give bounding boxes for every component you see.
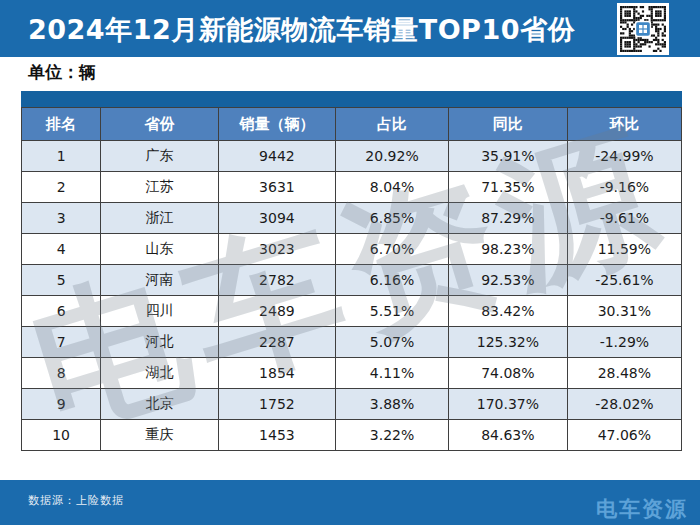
table-row: 1广东944220.92%35.91%-24.99% bbox=[22, 141, 682, 172]
cell-mom: -24.99% bbox=[567, 141, 681, 172]
table-row: 10重庆14533.22%84.63%47.06% bbox=[22, 420, 682, 451]
cell-rank: 8 bbox=[22, 358, 101, 389]
table-row: 5河南27826.16%92.53%-25.61% bbox=[22, 265, 682, 296]
brand-logo: 电车资源 bbox=[596, 495, 688, 523]
cell-yoy: 35.91% bbox=[448, 141, 567, 172]
cell-yoy: 83.42% bbox=[448, 296, 567, 327]
cell-sales: 2489 bbox=[218, 296, 335, 327]
table-row: 6四川24895.51%83.42%30.31% bbox=[22, 296, 682, 327]
cell-share: 3.88% bbox=[336, 389, 449, 420]
cell-share: 20.92% bbox=[336, 141, 449, 172]
cell-sales: 1854 bbox=[218, 358, 335, 389]
title-bar: 2024年12月新能源物流车销量TOP10省份 bbox=[0, 0, 700, 57]
cell-province: 河北 bbox=[101, 327, 218, 358]
cell-mom: 11.59% bbox=[567, 234, 681, 265]
cell-sales: 1752 bbox=[218, 389, 335, 420]
table-row: 2江苏36318.04%71.35%-9.16% bbox=[22, 172, 682, 203]
cell-rank: 5 bbox=[22, 265, 101, 296]
cell-mom: -9.61% bbox=[567, 203, 681, 234]
cell-rank: 10 bbox=[22, 420, 101, 451]
cell-province: 重庆 bbox=[101, 420, 218, 451]
cell-province: 四川 bbox=[101, 296, 218, 327]
page-title: 2024年12月新能源物流车销量TOP10省份 bbox=[28, 0, 575, 57]
data-source-label: 数据源：上险数据 bbox=[28, 493, 124, 508]
table-row: 4山东30236.70%98.23%11.59% bbox=[22, 234, 682, 265]
cell-mom: 28.48% bbox=[567, 358, 681, 389]
cell-yoy: 98.23% bbox=[448, 234, 567, 265]
cell-yoy: 74.08% bbox=[448, 358, 567, 389]
cell-province: 山东 bbox=[101, 234, 218, 265]
cell-sales: 1453 bbox=[218, 420, 335, 451]
cell-share: 6.70% bbox=[336, 234, 449, 265]
cell-share: 6.16% bbox=[336, 265, 449, 296]
cell-mom: -25.61% bbox=[567, 265, 681, 296]
cell-province: 广东 bbox=[101, 141, 218, 172]
table-top-strip bbox=[21, 91, 682, 107]
cell-province: 河南 bbox=[101, 265, 218, 296]
cell-rank: 4 bbox=[22, 234, 101, 265]
cell-yoy: 125.32% bbox=[448, 327, 567, 358]
cell-rank: 1 bbox=[22, 141, 101, 172]
cell-yoy: 71.35% bbox=[448, 172, 567, 203]
cell-mom: -28.02% bbox=[567, 389, 681, 420]
cell-sales: 3094 bbox=[218, 203, 335, 234]
table-row: 8湖北18544.11%74.08%28.48% bbox=[22, 358, 682, 389]
cell-share: 4.11% bbox=[336, 358, 449, 389]
sales-ranking-table: 排名 省份 销量（辆） 占比 同比 环比 1广东944220.92%35.91%… bbox=[21, 107, 682, 451]
cell-yoy: 87.29% bbox=[448, 203, 567, 234]
cell-sales: 3023 bbox=[218, 234, 335, 265]
cell-sales: 2287 bbox=[218, 327, 335, 358]
table-row: 7河北22875.07%125.32%-1.29% bbox=[22, 327, 682, 358]
cell-rank: 2 bbox=[22, 172, 101, 203]
table-row: 3浙江30946.85%87.29%-9.61% bbox=[22, 203, 682, 234]
unit-label: 单位：辆 bbox=[28, 61, 96, 84]
cell-sales: 9442 bbox=[218, 141, 335, 172]
col-header-mom: 环比 bbox=[567, 108, 681, 141]
cell-yoy: 84.63% bbox=[448, 420, 567, 451]
col-header-sales: 销量（辆） bbox=[218, 108, 335, 141]
col-header-share: 占比 bbox=[336, 108, 449, 141]
cell-mom: -1.29% bbox=[567, 327, 681, 358]
cell-share: 5.51% bbox=[336, 296, 449, 327]
table-row: 9北京17523.88%170.37%-28.02% bbox=[22, 389, 682, 420]
cell-sales: 3631 bbox=[218, 172, 335, 203]
cell-province: 湖北 bbox=[101, 358, 218, 389]
cell-yoy: 170.37% bbox=[448, 389, 567, 420]
cell-mom: -9.16% bbox=[567, 172, 681, 203]
cell-share: 3.22% bbox=[336, 420, 449, 451]
cell-mom: 30.31% bbox=[567, 296, 681, 327]
sales-table: 排名 省份 销量（辆） 占比 同比 环比 1广东944220.92%35.91%… bbox=[21, 91, 682, 451]
footer-bar: 数据源：上险数据 电车资源 bbox=[0, 480, 700, 525]
cell-share: 5.07% bbox=[336, 327, 449, 358]
cell-rank: 6 bbox=[22, 296, 101, 327]
cell-mom: 47.06% bbox=[567, 420, 681, 451]
cell-province: 江苏 bbox=[101, 172, 218, 203]
cell-yoy: 92.53% bbox=[448, 265, 567, 296]
cell-province: 北京 bbox=[101, 389, 218, 420]
qr-code-icon bbox=[617, 3, 669, 55]
cell-province: 浙江 bbox=[101, 203, 218, 234]
table-header-row: 排名 省份 销量（辆） 占比 同比 环比 bbox=[22, 108, 682, 141]
col-header-yoy: 同比 bbox=[448, 108, 567, 141]
cell-rank: 3 bbox=[22, 203, 101, 234]
cell-rank: 9 bbox=[22, 389, 101, 420]
cell-rank: 7 bbox=[22, 327, 101, 358]
cell-share: 6.85% bbox=[336, 203, 449, 234]
col-header-rank: 排名 bbox=[22, 108, 101, 141]
col-header-province: 省份 bbox=[101, 108, 218, 141]
cell-sales: 2782 bbox=[218, 265, 335, 296]
cell-share: 8.04% bbox=[336, 172, 449, 203]
